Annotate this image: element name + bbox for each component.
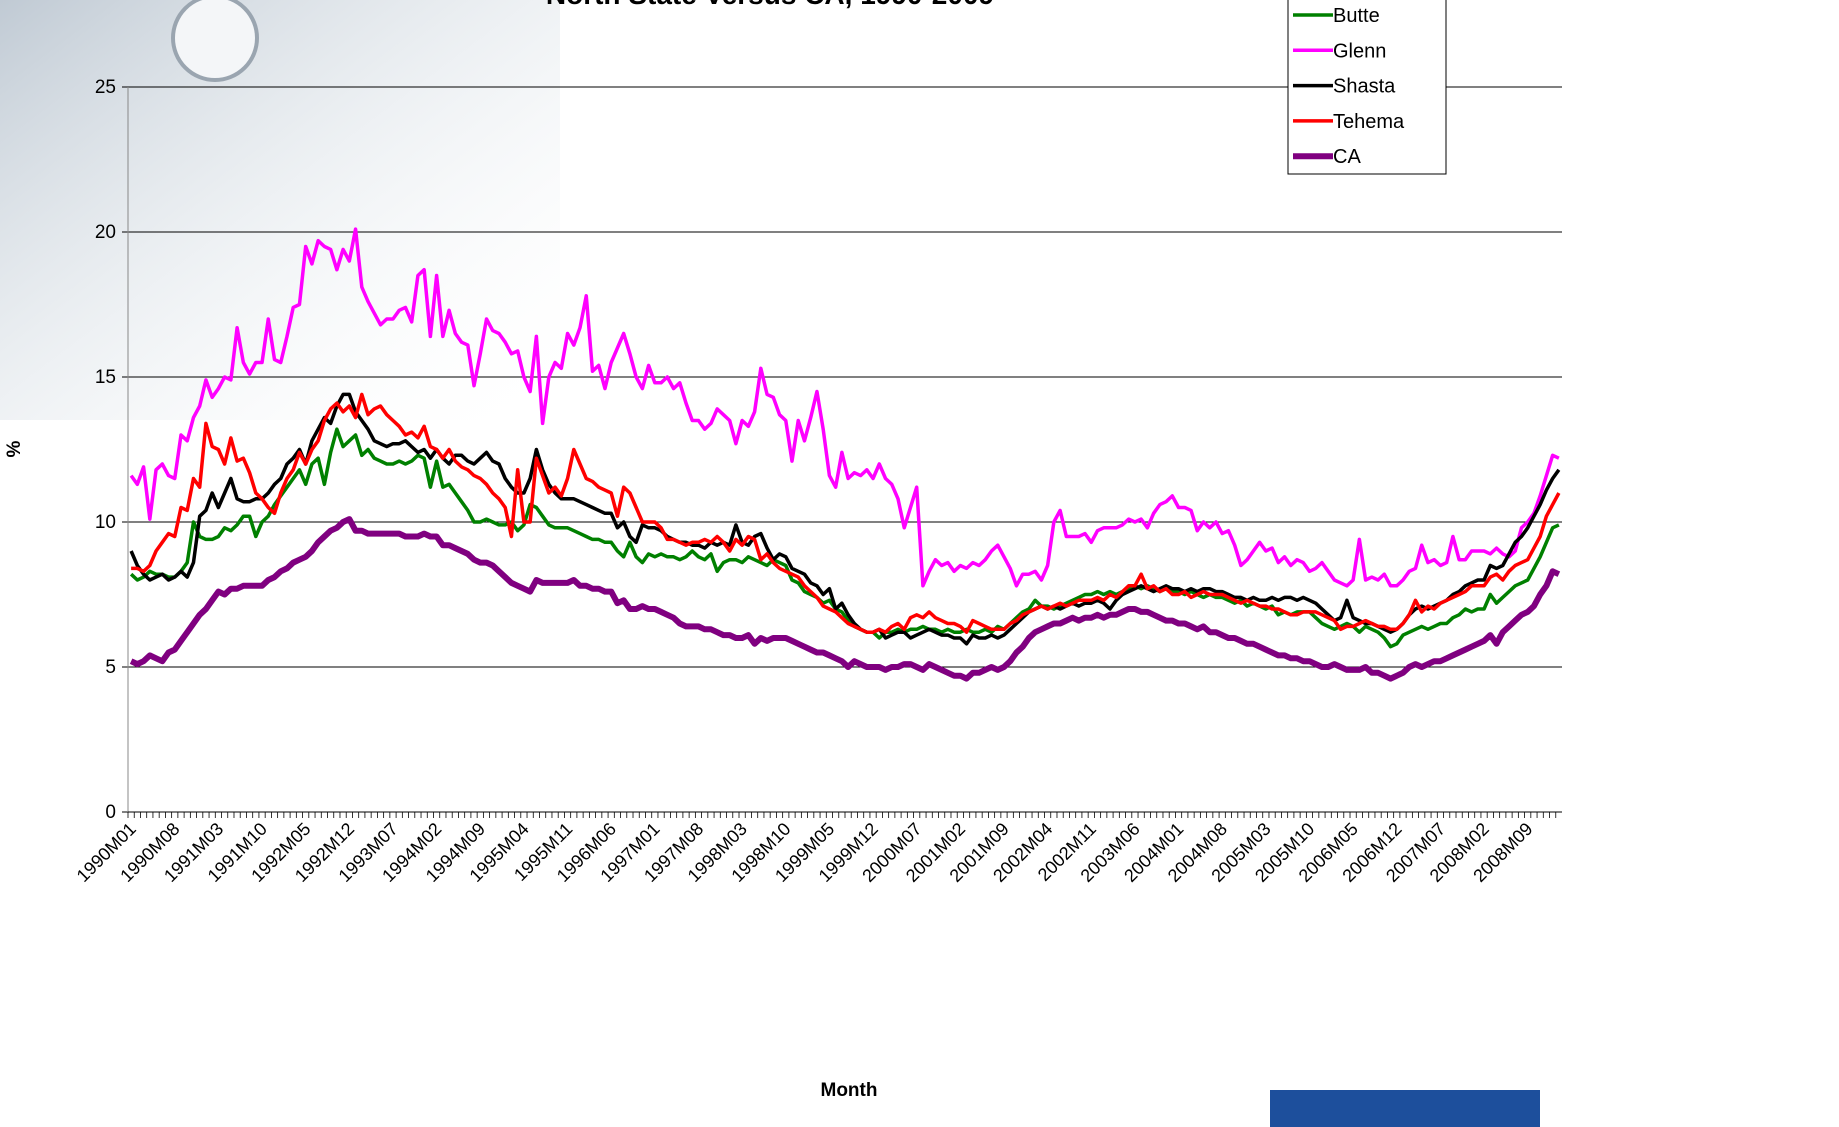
series-line bbox=[131, 519, 1559, 679]
series-line bbox=[131, 394, 1559, 632]
clock-decoration bbox=[173, 0, 257, 80]
y-tick-label: 5 bbox=[105, 657, 116, 678]
y-tick-label: 15 bbox=[95, 367, 116, 388]
y-tick-label: 20 bbox=[95, 222, 116, 243]
x-axis-label: Month bbox=[821, 1080, 878, 1101]
chart-title: North State Versus CA, 1990-2009 bbox=[546, 0, 994, 10]
legend-label: CA bbox=[1333, 146, 1361, 168]
y-tick-label: 0 bbox=[105, 802, 116, 823]
y-tick-label: 10 bbox=[95, 512, 116, 533]
chart: North State Versus CA, 1990-2009 Month %… bbox=[0, 0, 1839, 1127]
legend-label: Butte bbox=[1333, 5, 1380, 27]
y-axis-label: % bbox=[4, 440, 25, 457]
page: {"chart_data":{"type":"line","title":"No… bbox=[0, 0, 1839, 1127]
legend-label: Tehema bbox=[1333, 111, 1405, 133]
y-tick-label: 25 bbox=[95, 77, 116, 98]
legend-label: Shasta bbox=[1333, 76, 1396, 98]
logo-bar bbox=[1270, 1090, 1540, 1127]
legend-label: Glenn bbox=[1333, 40, 1386, 62]
background-photo bbox=[0, 0, 560, 420]
